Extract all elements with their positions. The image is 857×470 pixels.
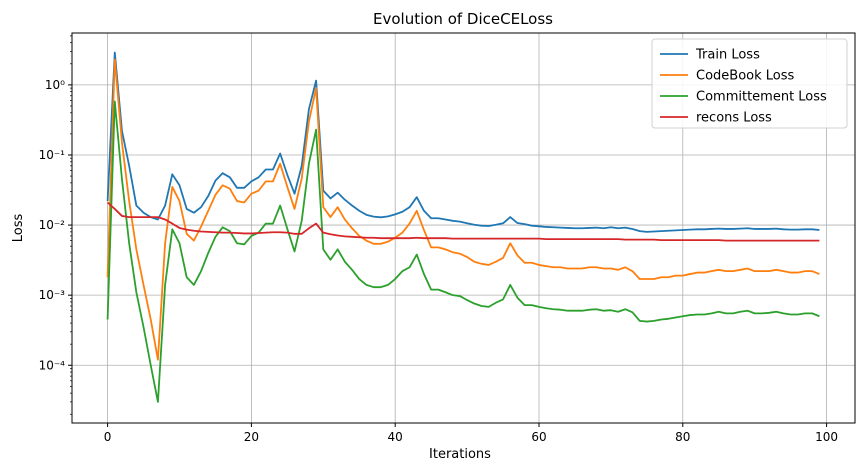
x-axis-ticks: 0 20 40 60 80 100 xyxy=(104,423,838,444)
chart-title: Evolution of DiceCELoss xyxy=(373,10,553,28)
y-tick-label: 10⁻² xyxy=(39,218,66,232)
x-tick-label: 80 xyxy=(675,430,690,444)
series-line-2 xyxy=(106,100,820,403)
y-tick-label: 10⁰ xyxy=(45,78,65,92)
x-axis-label: Iterations xyxy=(429,447,491,462)
legend-label-1: CodeBook Loss xyxy=(696,69,795,84)
x-tick-label: 100 xyxy=(815,430,838,444)
series-line-3 xyxy=(106,201,820,242)
y-axis-ticks: 10⁻⁴ 10⁻³ 10⁻² 10⁻¹ 10⁰ xyxy=(39,35,72,415)
legend-label-0: Train Loss xyxy=(695,48,760,63)
y-tick-label: 10⁻⁴ xyxy=(39,358,66,372)
legend-label-3: recons Loss xyxy=(696,111,772,126)
legend: Train Loss CodeBook Loss Committement Loss… xyxy=(651,38,848,129)
series-lines xyxy=(106,51,820,403)
series-line-0 xyxy=(106,51,820,233)
x-tick-label: 40 xyxy=(388,430,403,444)
x-tick-label: 60 xyxy=(531,430,546,444)
x-tick-label: 20 xyxy=(244,430,259,444)
legend-box xyxy=(651,38,848,129)
series-line-1 xyxy=(106,58,820,361)
y-tick-label: 10⁻³ xyxy=(39,288,66,302)
y-tick-label: 10⁻¹ xyxy=(39,148,66,162)
x-tick-label: 0 xyxy=(104,430,112,444)
legend-label-2: Committement Loss xyxy=(696,90,827,105)
y-axis-label: Loss xyxy=(11,214,26,243)
